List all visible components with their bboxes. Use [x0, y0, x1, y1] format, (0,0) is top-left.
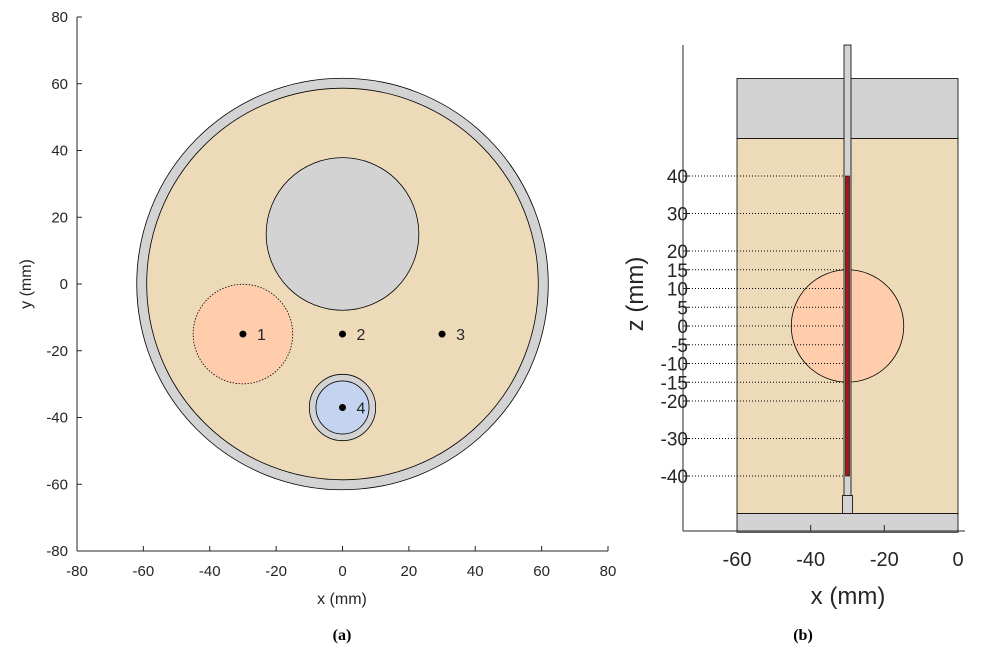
z-tick-label: -15 [661, 373, 688, 394]
x-tick-label: -20 [265, 563, 287, 580]
panel-a: -80 -60 -40 -20 0 20 40 60 80 80 60 40 20 0 -20 -40 -60… [18, 9, 616, 644]
y-tick-label: 0 [60, 276, 68, 293]
b-x-axis-label: x (mm) [811, 583, 886, 610]
x-ticks: -80 -60 -40 -20 0 20 40 60 80 [66, 546, 616, 580]
bottom-gray-block [736, 513, 959, 533]
y-tick-label: -80 [46, 543, 68, 560]
z-axis-label: z (mm) [622, 257, 649, 332]
x-tick-label: 20 [401, 563, 418, 580]
x-tick-label: 60 [533, 563, 550, 580]
point-label: 4 [357, 400, 366, 417]
z-tick-label: -40 [661, 467, 688, 488]
point-label: 3 [456, 327, 465, 344]
x-tick-label: -60 [133, 563, 155, 580]
measurement-points: 1 2 3 4 [239, 327, 465, 417]
point-marker [339, 330, 346, 338]
z-tick-label: -20 [661, 392, 688, 413]
point-label: 1 [257, 327, 266, 344]
gray-insert [265, 157, 420, 311]
b-x-tick-label: 0 [952, 549, 963, 571]
z-tick-label: 0 [677, 317, 688, 338]
probe-sensing-element [845, 175, 850, 477]
z-tick-label: 5 [677, 298, 688, 319]
y-tick-label: 20 [51, 209, 68, 226]
y-tick-label: 80 [51, 9, 68, 26]
point-label: 2 [357, 327, 366, 344]
point-marker [438, 330, 446, 338]
z-tick-label: 10 [667, 280, 688, 301]
b-x-ticks: -60 -40 -20 0 [723, 525, 964, 571]
y-tick-label: -60 [46, 476, 68, 493]
z-tick-label: 20 [667, 242, 688, 263]
z-tick-label: -10 [661, 355, 688, 376]
b-x-tick-label: -40 [796, 549, 825, 571]
x-tick-label: 80 [600, 563, 617, 580]
z-tick-label: 30 [667, 205, 688, 226]
b-x-tick-label: -60 [723, 549, 752, 571]
z-tick-label: 40 [667, 167, 688, 188]
z-tick-label: -30 [661, 430, 688, 451]
panel-a-axes: -80 -60 -40 -20 0 20 40 60 80 80 60 40 20 0 -20 -40 -60… [18, 9, 616, 608]
x-axis-label: x (mm) [317, 591, 367, 608]
point-marker [339, 403, 346, 411]
x-tick-label: 40 [467, 563, 484, 580]
caption-a: (a) [333, 627, 352, 644]
y-tick-label: -40 [46, 410, 68, 427]
y-ticks: 80 60 40 20 0 -20 -40 -60 -80 [46, 9, 82, 560]
x-tick-label: -80 [66, 563, 88, 580]
y-tick-label: 40 [51, 143, 68, 160]
point-marker [239, 330, 247, 338]
y-tick-label: -20 [46, 343, 68, 360]
y-axis-label: y (mm) [18, 259, 35, 309]
x-tick-label: -40 [199, 563, 221, 580]
z-tick-label: 15 [667, 261, 688, 282]
y-tick-label: 60 [51, 76, 68, 93]
z-tick-label: -5 [671, 336, 688, 357]
b-x-tick-label: -20 [870, 549, 899, 571]
x-tick-label: 0 [338, 563, 346, 580]
probe-base [842, 495, 853, 514]
phantom-cross-section [136, 77, 549, 491]
caption-b: (b) [793, 627, 813, 644]
